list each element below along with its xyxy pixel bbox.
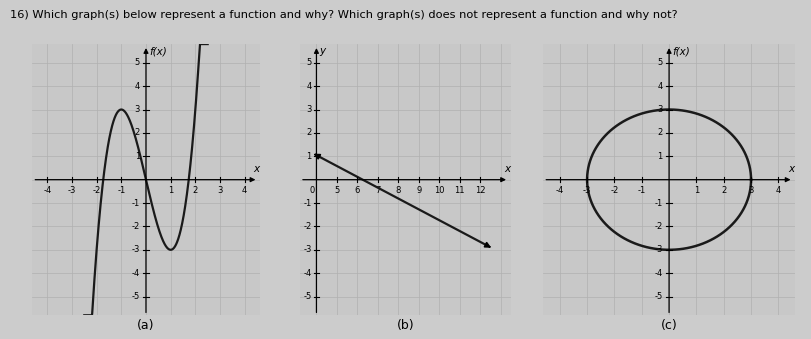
- Text: 2: 2: [135, 128, 140, 137]
- Text: 16) Which graph(s) below represent a function and why? Which graph(s) does not r: 16) Which graph(s) below represent a fun…: [10, 10, 677, 20]
- Text: 0: 0: [309, 186, 315, 195]
- Text: -4: -4: [556, 186, 564, 195]
- Text: 9: 9: [416, 186, 422, 195]
- Text: 4: 4: [657, 82, 663, 91]
- Text: x: x: [253, 164, 259, 174]
- Text: -4: -4: [303, 269, 311, 278]
- Text: 5: 5: [307, 58, 311, 67]
- Text: 4: 4: [135, 82, 140, 91]
- Text: 12: 12: [475, 186, 486, 195]
- Text: -1: -1: [654, 199, 663, 207]
- Text: 8: 8: [396, 186, 401, 195]
- Text: -3: -3: [68, 186, 76, 195]
- Text: -2: -2: [132, 222, 140, 231]
- Text: x: x: [504, 164, 510, 174]
- Text: 2: 2: [307, 128, 311, 137]
- Text: 1: 1: [657, 152, 663, 161]
- Text: (b): (b): [397, 319, 414, 332]
- Text: 1: 1: [168, 186, 174, 195]
- Text: -3: -3: [583, 186, 591, 195]
- Text: -4: -4: [43, 186, 51, 195]
- Text: (c): (c): [661, 319, 677, 332]
- Text: -2: -2: [303, 222, 311, 231]
- Text: 2: 2: [721, 186, 727, 195]
- Text: x: x: [788, 164, 794, 174]
- Text: -3: -3: [303, 245, 311, 254]
- Text: -2: -2: [611, 186, 619, 195]
- Text: -5: -5: [654, 292, 663, 301]
- Text: 1: 1: [307, 152, 311, 161]
- Text: 4: 4: [307, 82, 311, 91]
- Text: -1: -1: [303, 199, 311, 207]
- Text: -1: -1: [637, 186, 646, 195]
- Text: 11: 11: [454, 186, 465, 195]
- Text: -5: -5: [132, 292, 140, 301]
- Text: 3: 3: [307, 105, 311, 114]
- Text: 10: 10: [434, 186, 444, 195]
- Text: -2: -2: [654, 222, 663, 231]
- Text: 1: 1: [135, 152, 140, 161]
- Text: 3: 3: [657, 105, 663, 114]
- Text: -5: -5: [303, 292, 311, 301]
- Text: 2: 2: [657, 128, 663, 137]
- Text: -4: -4: [654, 269, 663, 278]
- Text: 3: 3: [749, 186, 753, 195]
- Text: -3: -3: [131, 245, 140, 254]
- Text: 6: 6: [354, 186, 360, 195]
- Text: (a): (a): [137, 319, 155, 332]
- Text: -2: -2: [92, 186, 101, 195]
- Text: 2: 2: [193, 186, 198, 195]
- Text: 4: 4: [776, 186, 781, 195]
- Text: f(x): f(x): [672, 46, 690, 56]
- Text: y: y: [319, 46, 325, 56]
- Text: -1: -1: [132, 199, 140, 207]
- Text: -3: -3: [654, 245, 663, 254]
- Text: 1: 1: [693, 186, 699, 195]
- Text: -4: -4: [132, 269, 140, 278]
- Text: 4: 4: [242, 186, 247, 195]
- Text: 5: 5: [334, 186, 340, 195]
- Text: 5: 5: [135, 58, 140, 67]
- Text: 3: 3: [135, 105, 140, 114]
- Text: 5: 5: [657, 58, 663, 67]
- Text: 3: 3: [217, 186, 223, 195]
- Text: f(x): f(x): [149, 46, 167, 56]
- Text: 7: 7: [375, 186, 380, 195]
- Text: -1: -1: [117, 186, 126, 195]
